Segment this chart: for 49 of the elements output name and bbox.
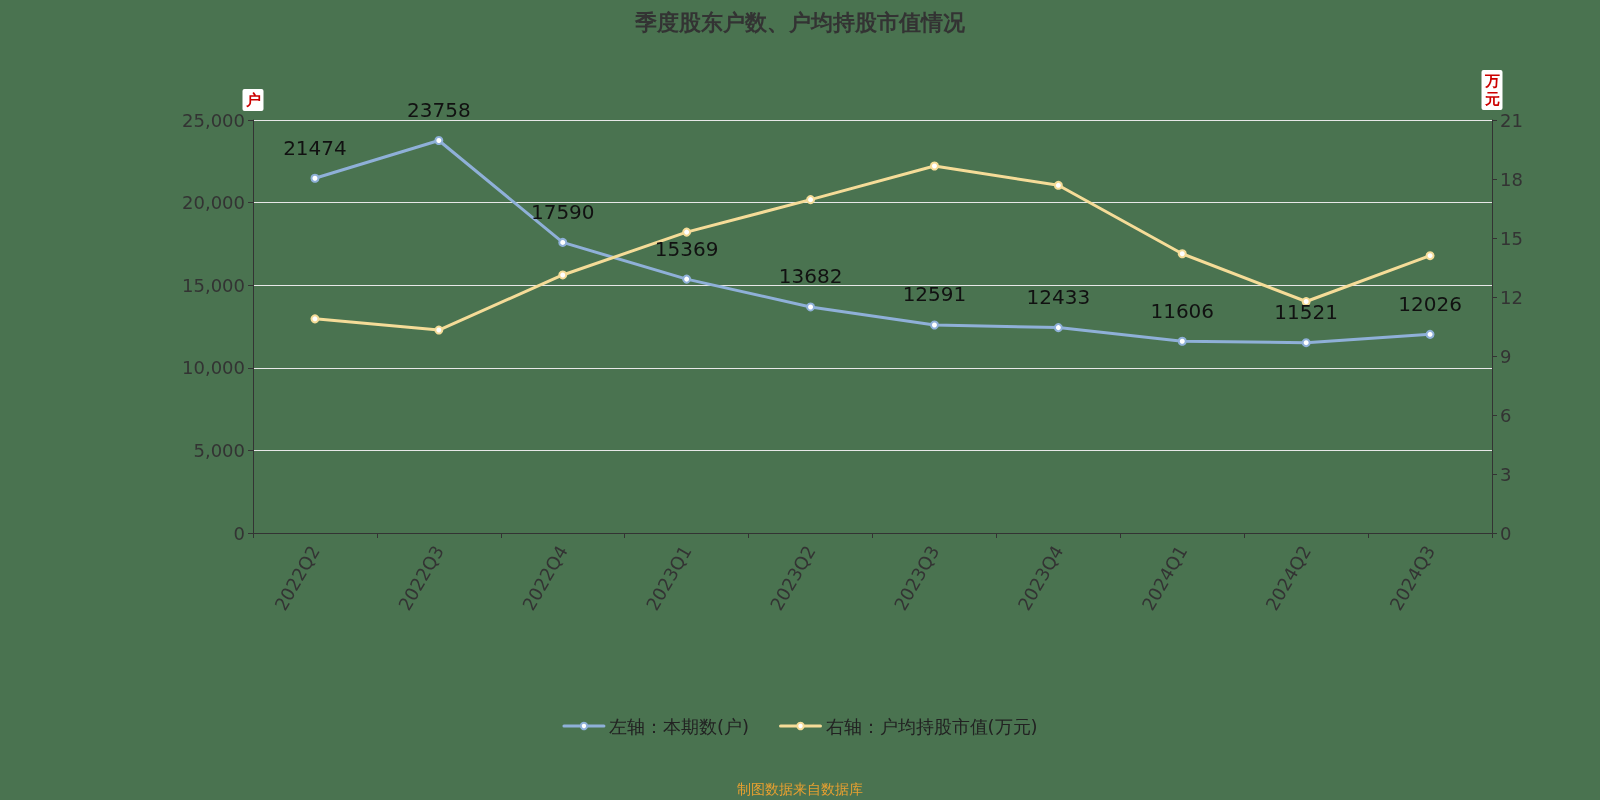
point — [558, 237, 568, 247]
data-label: 11606 — [1150, 298, 1215, 323]
y-tick-label: 5,000 — [193, 439, 245, 461]
point — [806, 302, 816, 312]
legend-label: 左轴：本期数(户) — [608, 715, 749, 737]
data-label: 12026 — [1398, 291, 1462, 316]
y2-tick-label: 0 — [1500, 522, 1512, 544]
y2-tick-label: 9 — [1500, 345, 1512, 367]
y-tick-label: 20,000 — [182, 192, 245, 214]
data-label: 13682 — [778, 264, 843, 289]
y2-tick-label: 3 — [1500, 463, 1512, 485]
point — [558, 270, 568, 280]
y2-tick-label: 12 — [1500, 286, 1523, 308]
point — [1425, 329, 1435, 339]
point — [806, 195, 816, 205]
point — [929, 161, 939, 171]
y-tick-label: 15,000 — [182, 274, 245, 296]
legend-label: 右轴：户均持股市值(万元) — [825, 715, 1038, 737]
data-label: 15369 — [654, 236, 719, 261]
y2-tick-label: 18 — [1500, 168, 1523, 190]
data-label: 21474 — [283, 135, 347, 160]
data-label: 23758 — [407, 98, 471, 123]
y2-axis-title: 万元 — [1483, 72, 1500, 108]
text: 制图数据来自数据库 — [737, 781, 863, 797]
chart-title: 季度股东户数、户均持股市值情况 — [634, 9, 966, 35]
y2-tick-label: 6 — [1500, 404, 1512, 426]
point — [682, 227, 692, 237]
data-label: 12433 — [1026, 285, 1091, 310]
data-label: 11521 — [1274, 300, 1338, 325]
y2-tick-label: 15 — [1500, 227, 1523, 249]
point — [310, 173, 320, 183]
point — [434, 136, 444, 146]
data-label: 12591 — [902, 282, 967, 307]
y-tick-label: 10,000 — [182, 357, 245, 379]
point — [929, 320, 939, 330]
point — [1177, 336, 1187, 346]
point — [1177, 249, 1187, 259]
y-axis-title: 户 — [244, 91, 261, 110]
data-label: 17590 — [530, 199, 595, 224]
point — [310, 314, 320, 324]
point — [682, 274, 692, 284]
point — [434, 325, 444, 335]
point — [1425, 251, 1435, 261]
y-tick-label: 0 — [233, 522, 245, 544]
y2-tick-label: 21 — [1500, 109, 1523, 131]
point — [1053, 323, 1063, 333]
point — [1301, 338, 1311, 348]
y-tick-label: 25,000 — [182, 109, 245, 131]
point — [1053, 180, 1063, 190]
